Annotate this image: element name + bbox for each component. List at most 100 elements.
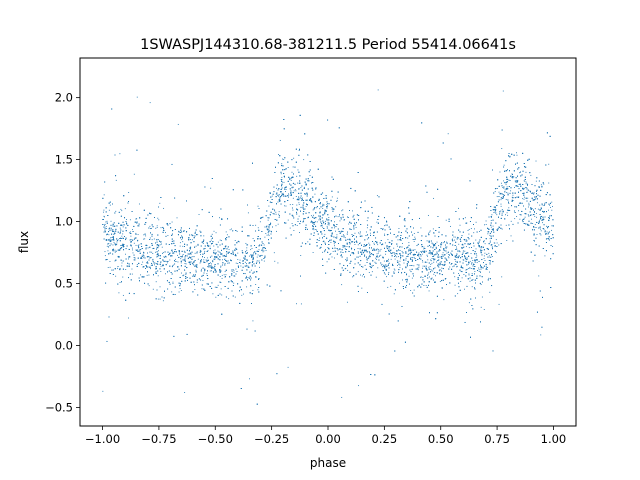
data-point — [195, 269, 197, 271]
data-point — [510, 190, 512, 192]
data-point — [220, 240, 222, 242]
data-point — [316, 229, 318, 231]
data-point — [126, 219, 127, 220]
data-point — [160, 265, 162, 267]
data-point — [388, 258, 390, 260]
data-point — [485, 267, 487, 269]
data-point — [159, 202, 161, 204]
data-point — [333, 209, 335, 211]
data-point — [307, 241, 309, 243]
data-point — [464, 256, 466, 258]
data-point — [225, 274, 227, 276]
data-point — [480, 284, 482, 286]
data-point — [377, 244, 379, 246]
data-point — [498, 244, 500, 246]
data-point — [206, 283, 208, 285]
data-point — [541, 208, 542, 210]
data-point — [525, 181, 527, 183]
data-point — [179, 245, 181, 247]
data-point — [166, 262, 168, 264]
data-point — [454, 263, 456, 265]
data-point — [214, 249, 216, 251]
data-point — [239, 259, 241, 261]
data-point — [105, 221, 107, 223]
data-point — [407, 265, 408, 267]
data-point — [158, 250, 159, 252]
data-point — [448, 257, 450, 259]
data-point — [116, 243, 118, 245]
data-point — [441, 243, 443, 245]
data-point — [156, 244, 158, 246]
data-point — [318, 219, 320, 221]
data-point — [107, 250, 109, 252]
data-point — [275, 211, 277, 213]
data-point — [327, 223, 329, 225]
data-point — [496, 196, 498, 198]
data-point — [300, 255, 302, 257]
data-point — [197, 234, 199, 236]
data-point — [382, 266, 384, 268]
data-point — [144, 238, 146, 240]
data-point — [225, 256, 227, 257]
data-point — [526, 191, 527, 193]
data-point — [460, 281, 462, 282]
data-point — [276, 187, 277, 189]
data-point — [344, 219, 346, 221]
data-point — [422, 265, 424, 267]
data-point — [137, 250, 138, 252]
data-point — [503, 197, 505, 199]
data-point — [140, 274, 142, 276]
data-point — [402, 279, 403, 281]
data-point — [513, 176, 515, 178]
data-point — [428, 266, 430, 268]
data-point — [265, 232, 267, 234]
data-point — [404, 220, 406, 222]
data-point — [241, 294, 243, 296]
data-point — [502, 194, 504, 196]
data-point — [416, 264, 418, 266]
data-point — [262, 248, 264, 250]
data-point — [484, 224, 485, 226]
data-point — [140, 249, 142, 250]
data-point — [119, 153, 121, 155]
data-point — [444, 262, 446, 264]
data-point — [296, 204, 298, 206]
data-point — [196, 251, 198, 253]
data-point — [421, 253, 423, 255]
data-point — [221, 274, 223, 276]
data-point — [149, 237, 151, 239]
data-point — [151, 243, 153, 245]
data-point — [471, 273, 473, 274]
data-point — [248, 255, 250, 257]
data-point — [121, 262, 123, 264]
data-point — [246, 286, 248, 288]
data-point — [336, 200, 338, 202]
data-point — [518, 183, 520, 185]
data-point — [478, 243, 480, 244]
data-point — [456, 246, 457, 248]
data-point — [476, 255, 478, 257]
data-point — [129, 231, 131, 233]
data-point — [309, 175, 311, 177]
data-point — [369, 255, 371, 257]
data-point — [298, 203, 300, 205]
data-point — [430, 260, 432, 262]
data-point — [213, 250, 215, 252]
data-point — [250, 249, 252, 251]
data-point — [328, 224, 330, 226]
data-point — [434, 267, 436, 269]
data-point — [518, 202, 520, 204]
data-point — [405, 266, 407, 268]
data-point — [117, 239, 119, 241]
data-point — [435, 275, 436, 277]
data-point — [104, 255, 106, 257]
data-point — [128, 192, 130, 193]
data-point — [499, 171, 501, 173]
data-point — [268, 243, 270, 245]
data-point — [282, 192, 284, 194]
data-point — [267, 231, 269, 233]
data-point — [344, 246, 346, 248]
data-point — [331, 256, 333, 258]
data-point — [132, 252, 134, 254]
